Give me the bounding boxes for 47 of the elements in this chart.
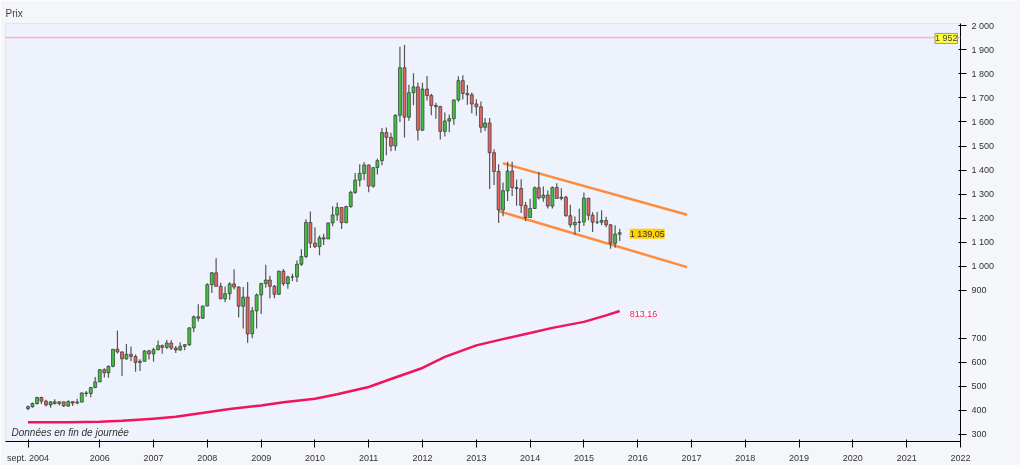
annotation: 1 139,05	[629, 228, 665, 239]
x-tick-label: 2021	[896, 452, 917, 463]
x-tick-label: 2007	[143, 452, 164, 463]
x-tick-label: 2014	[520, 452, 541, 463]
x-tick-label: 2008	[197, 452, 218, 463]
x-tick-label: 2019	[789, 452, 810, 463]
x-tick-label: 2011	[359, 452, 379, 463]
y-tick-label: 1 900	[971, 44, 995, 55]
y-tick-label: 1 200	[971, 213, 995, 224]
y-tick-label: 300	[971, 429, 987, 440]
x-tick-label: 2016	[627, 452, 648, 463]
y-tick-label: 1 500	[971, 141, 995, 152]
y-tick-label: 1 100	[971, 237, 995, 248]
x-tick-label: 2013	[466, 452, 487, 463]
line-series	[26, 309, 621, 424]
y-tick-label: 700	[971, 333, 987, 344]
x-tick-label: sept. 2004	[7, 452, 50, 463]
x-tick-label: 2020	[842, 452, 863, 463]
y-tick-label: 600	[971, 357, 987, 368]
candlestick	[550, 185, 555, 210]
y-tick-label: 1 400	[971, 165, 995, 176]
candlestick	[469, 91, 474, 114]
y-tick-label: 1 000	[971, 261, 995, 272]
y-tick-label: 2 000	[971, 20, 995, 31]
candlestick	[236, 285, 241, 319]
candlestick	[366, 163, 371, 193]
annotation: 813,16	[629, 309, 658, 320]
ref-line-label: 1 952	[934, 33, 958, 44]
y-tick-label: 1 600	[971, 116, 995, 127]
x-tick-label: 2022	[950, 452, 971, 463]
x-tick-label: 2015	[573, 452, 594, 463]
y-tick-label: 1 300	[971, 189, 995, 200]
candlestick	[545, 189, 550, 210]
y-tick-label: 500	[971, 381, 987, 392]
y-tick-label: 900	[971, 285, 987, 296]
chart-title: Prix	[5, 7, 23, 19]
y-tick-label: 1 800	[971, 68, 995, 79]
x-tick-label: 2018	[735, 452, 756, 463]
candlestick	[339, 206, 344, 230]
annotation: Données en fin de journée	[11, 426, 130, 438]
x-tick-label: 2006	[89, 452, 110, 463]
x-tick-label: 2010	[304, 452, 325, 463]
y-tick-label: 1 700	[971, 92, 995, 103]
x-tick-label: 2009	[251, 452, 272, 463]
y-tick-label: 400	[971, 405, 987, 416]
x-tick-label: 2012	[412, 452, 433, 463]
x-tick-label: 2017	[681, 452, 702, 463]
